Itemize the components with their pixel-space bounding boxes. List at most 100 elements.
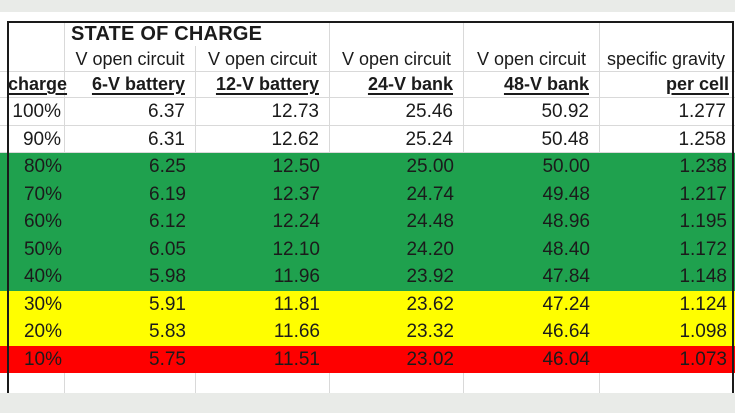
- table-row: 40% 5.98 11.96 23.92 47.84 1.148: [0, 263, 735, 291]
- table-row: 70% 6.19 12.37 24.74 49.48 1.217: [0, 180, 735, 208]
- cell-6v-voltage: 6.12: [149, 211, 186, 232]
- cell-charge-percent: 50%: [23, 238, 62, 260]
- cell-6v-voltage: 6.05: [149, 238, 186, 260]
- cell-12v-voltage: 12.10: [272, 238, 320, 260]
- column-header-charge: charge: [8, 72, 67, 97]
- cell-6v-voltage: 6.25: [149, 156, 186, 177]
- cell-48v-voltage: 48.96: [542, 211, 590, 232]
- table-row: 100% 6.37 12.73 25.46 50.92 1.277: [0, 98, 735, 126]
- empty-cell: [600, 373, 733, 393]
- empty-cell: [8, 373, 65, 393]
- cell-6v-voltage: 5.91: [149, 293, 186, 315]
- group-header-cell: [8, 46, 65, 72]
- group-header-cell: V open circuit: [196, 46, 330, 72]
- column-header-per-cell: per cell: [600, 72, 733, 97]
- cell-charge-percent: 60%: [23, 211, 62, 232]
- cell-24v-voltage: 25.00: [406, 156, 454, 177]
- cell-24v-voltage: 25.46: [330, 98, 464, 126]
- empty-cell: [196, 373, 330, 393]
- cell-48v-voltage: 50.00: [542, 156, 590, 177]
- column-header-row: charge 6-V battery 12-V battery 24-V ban…: [0, 72, 735, 98]
- cell-24v-voltage: 25.24: [330, 125, 464, 153]
- column-header-48v-bank: 48-V bank: [464, 72, 600, 97]
- group-header-cell: V open circuit: [65, 46, 196, 72]
- cell-48v-voltage: 50.48: [464, 125, 600, 153]
- cell-charge-percent: 100%: [8, 98, 65, 126]
- cell-12v-voltage: 11.96: [273, 266, 320, 287]
- letterbox-top: [0, 0, 735, 12]
- page-title: STATE OF CHARGE: [65, 22, 330, 46]
- column-header-12v-battery: 12-V battery: [196, 72, 330, 97]
- cell-specific-gravity: 1.148: [679, 266, 727, 287]
- cell-specific-gravity: 1.195: [679, 211, 727, 232]
- cell-specific-gravity: 1.098: [679, 321, 727, 342]
- cell-charge-percent: 20%: [23, 321, 62, 342]
- table-row: 50% 6.05 12.10 24.20 48.40 1.172: [0, 235, 735, 263]
- table-row: 20% 5.83 11.66 23.32 46.64 1.098: [0, 318, 735, 346]
- cell-charge-percent: 80%: [23, 156, 62, 177]
- cell-12v-voltage: 12.50: [272, 156, 320, 177]
- column-header-24v-bank: 24-V bank: [330, 72, 464, 97]
- cell-charge-percent: 70%: [23, 183, 62, 205]
- cell-12v-voltage: 11.51: [273, 348, 320, 370]
- cell-12v-voltage: 11.81: [273, 293, 320, 315]
- title-row-empty-cell: [464, 22, 600, 46]
- table-row: 80% 6.25 12.50 25.00 50.00 1.238: [0, 153, 735, 181]
- cell-12v-voltage: 12.62: [196, 125, 330, 153]
- cell-48v-voltage: 46.04: [542, 348, 590, 370]
- cell-24v-voltage: 23.02: [406, 348, 454, 370]
- empty-row: [0, 373, 735, 393]
- cell-24v-voltage: 23.62: [406, 293, 454, 315]
- cell-12v-voltage: 12.73: [196, 98, 330, 126]
- cell-charge-percent: 30%: [23, 293, 62, 315]
- group-header-row: V open circuit V open circuit V open cir…: [0, 46, 735, 72]
- cell-specific-gravity: 1.073: [679, 348, 727, 370]
- data-rows: 100% 6.37 12.73 25.46 50.92 1.277 90% 6.…: [0, 98, 735, 373]
- title-row-empty-cell: [8, 22, 65, 46]
- title-row-empty-cell: [330, 22, 464, 46]
- column-header-6v-battery: 6-V battery: [65, 72, 196, 97]
- cell-24v-voltage: 24.74: [406, 183, 454, 205]
- empty-cell: [464, 373, 600, 393]
- cell-24v-voltage: 24.48: [406, 211, 454, 232]
- table-row: 90% 6.31 12.62 25.24 50.48 1.258: [0, 125, 735, 153]
- cell-24v-voltage: 24.20: [406, 238, 454, 260]
- cell-6v-voltage: 6.19: [149, 183, 186, 205]
- cell-6v-voltage: 6.37: [65, 98, 196, 126]
- title-row-empty-cell: [600, 22, 733, 46]
- spreadsheet: STATE OF CHARGE V open circuit V open ci…: [0, 22, 735, 393]
- cell-specific-gravity: 1.238: [679, 156, 727, 177]
- cell-charge-percent: 40%: [23, 266, 62, 287]
- cell-specific-gravity: 1.217: [679, 183, 727, 205]
- cell-48v-voltage: 47.84: [542, 266, 590, 287]
- table-row: 60% 6.12 12.24 24.48 48.96 1.195: [0, 208, 735, 236]
- cell-specific-gravity: 1.277: [600, 98, 733, 126]
- cell-24v-voltage: 23.32: [406, 321, 454, 342]
- cell-48v-voltage: 47.24: [542, 293, 590, 315]
- cell-12v-voltage: 12.24: [272, 211, 320, 232]
- group-header-cell: specific gravity: [600, 46, 733, 72]
- cell-specific-gravity: 1.124: [679, 293, 727, 315]
- cell-specific-gravity: 1.258: [600, 125, 733, 153]
- group-header-cell: V open circuit: [330, 46, 464, 72]
- cell-6v-voltage: 5.98: [149, 266, 186, 287]
- cell-charge-percent: 90%: [8, 125, 65, 153]
- letterbox-bottom: [0, 393, 735, 413]
- cell-charge-percent: 10%: [23, 348, 62, 370]
- cell-6v-voltage: 5.83: [149, 321, 186, 342]
- cell-12v-voltage: 11.66: [273, 321, 320, 342]
- empty-cell: [330, 373, 464, 393]
- table-row: 10% 5.75 11.51 23.02 46.04 1.073: [0, 345, 735, 373]
- cell-6v-voltage: 6.31: [65, 125, 196, 153]
- cell-48v-voltage: 49.48: [542, 183, 590, 205]
- table-row: 30% 5.91 11.81 23.62 47.24 1.124: [0, 290, 735, 318]
- group-header-cell: V open circuit: [464, 46, 600, 72]
- cell-48v-voltage: 48.40: [542, 238, 590, 260]
- cell-6v-voltage: 5.75: [149, 348, 186, 370]
- cell-48v-voltage: 50.92: [464, 98, 600, 126]
- cell-12v-voltage: 12.37: [272, 183, 320, 205]
- cell-specific-gravity: 1.172: [679, 238, 727, 260]
- title-row: STATE OF CHARGE: [0, 22, 735, 46]
- cell-24v-voltage: 23.92: [406, 266, 454, 287]
